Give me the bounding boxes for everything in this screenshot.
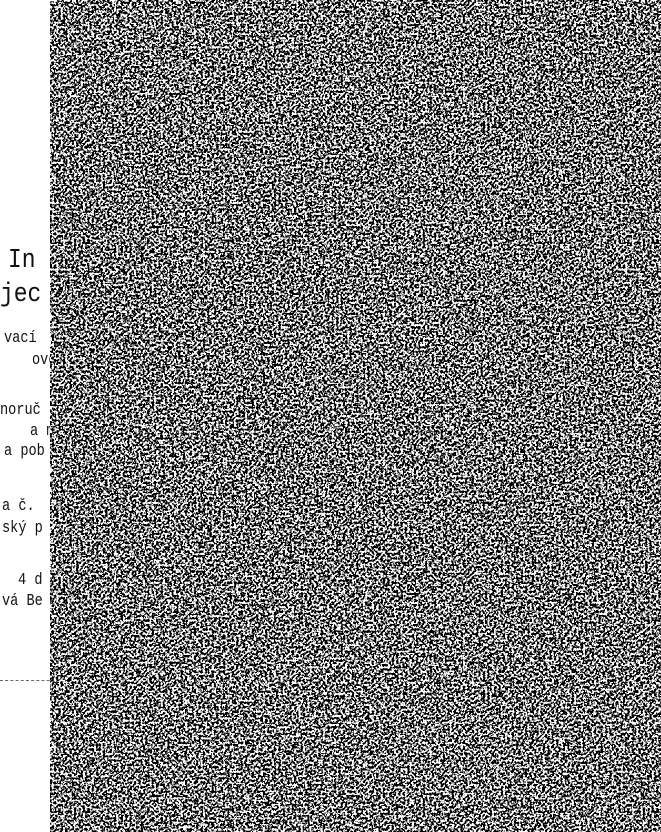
- noise-overlay: [50, 0, 661, 832]
- text-line: a pob: [4, 442, 45, 461]
- noise: [50, 0, 661, 832]
- text-line: vá Be: [2, 592, 43, 611]
- text-line: noruč: [0, 401, 41, 420]
- text-line: vací: [4, 329, 37, 348]
- heading-line: In: [8, 246, 36, 276]
- dashed-rule: [0, 680, 60, 681]
- text-line: ský p: [2, 519, 43, 538]
- text-line: 4 d: [18, 571, 43, 590]
- text-line: a č.: [2, 497, 35, 516]
- heading-line: jec: [0, 280, 42, 310]
